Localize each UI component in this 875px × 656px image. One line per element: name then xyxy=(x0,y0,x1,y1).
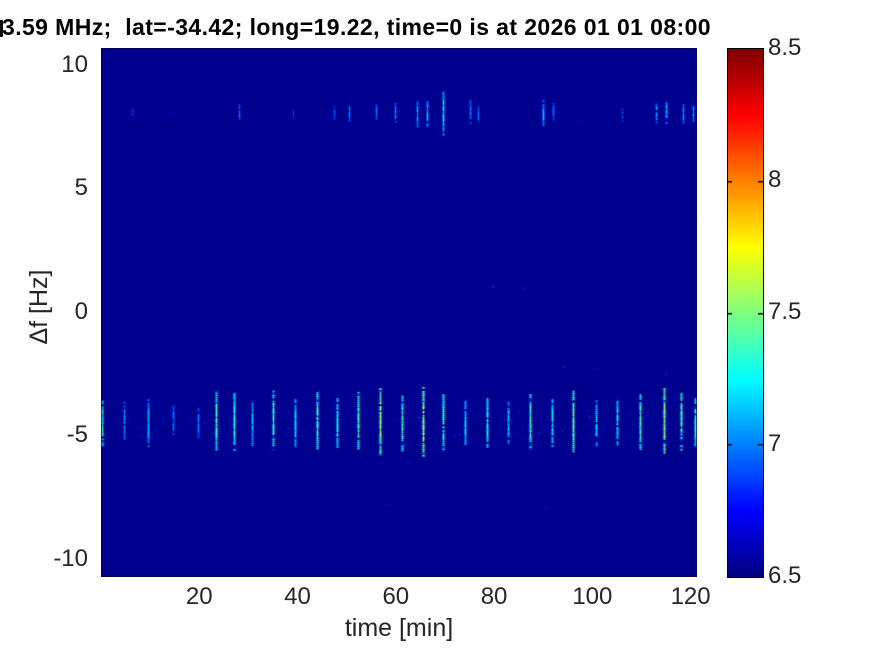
colorbar-tick-label: 7 xyxy=(768,430,782,457)
y-tick-label: 10 xyxy=(61,50,88,78)
colorbar-tick-label: 6.5 xyxy=(768,562,802,589)
heatmap-plot xyxy=(101,48,697,577)
colorbar xyxy=(727,48,764,578)
y-tick-label: -5 xyxy=(66,421,88,449)
x-tick-label: 60 xyxy=(382,583,410,610)
x-tick-label: 20 xyxy=(185,583,213,610)
y-tick-label: 5 xyxy=(74,174,88,202)
colorbar-tick-label: 8.5 xyxy=(768,34,802,61)
colorbar-tick-label: 7.5 xyxy=(768,298,802,325)
colorbar-tick-label: 8 xyxy=(768,166,782,193)
x-tick-label: 120 xyxy=(670,583,711,610)
y-tick-label: -10 xyxy=(53,544,88,572)
x-tick-label: 40 xyxy=(284,583,311,610)
x-tick-label: 80 xyxy=(480,583,508,610)
x-axis-label: time [min] xyxy=(344,614,454,642)
clipped-title-character xyxy=(0,20,3,37)
y-tick-label: 0 xyxy=(74,297,88,325)
chart-title: 3.59 MHz; lat=-34.42; long=19.22, time=0… xyxy=(2,14,711,40)
x-tick-label: 100 xyxy=(572,583,613,610)
